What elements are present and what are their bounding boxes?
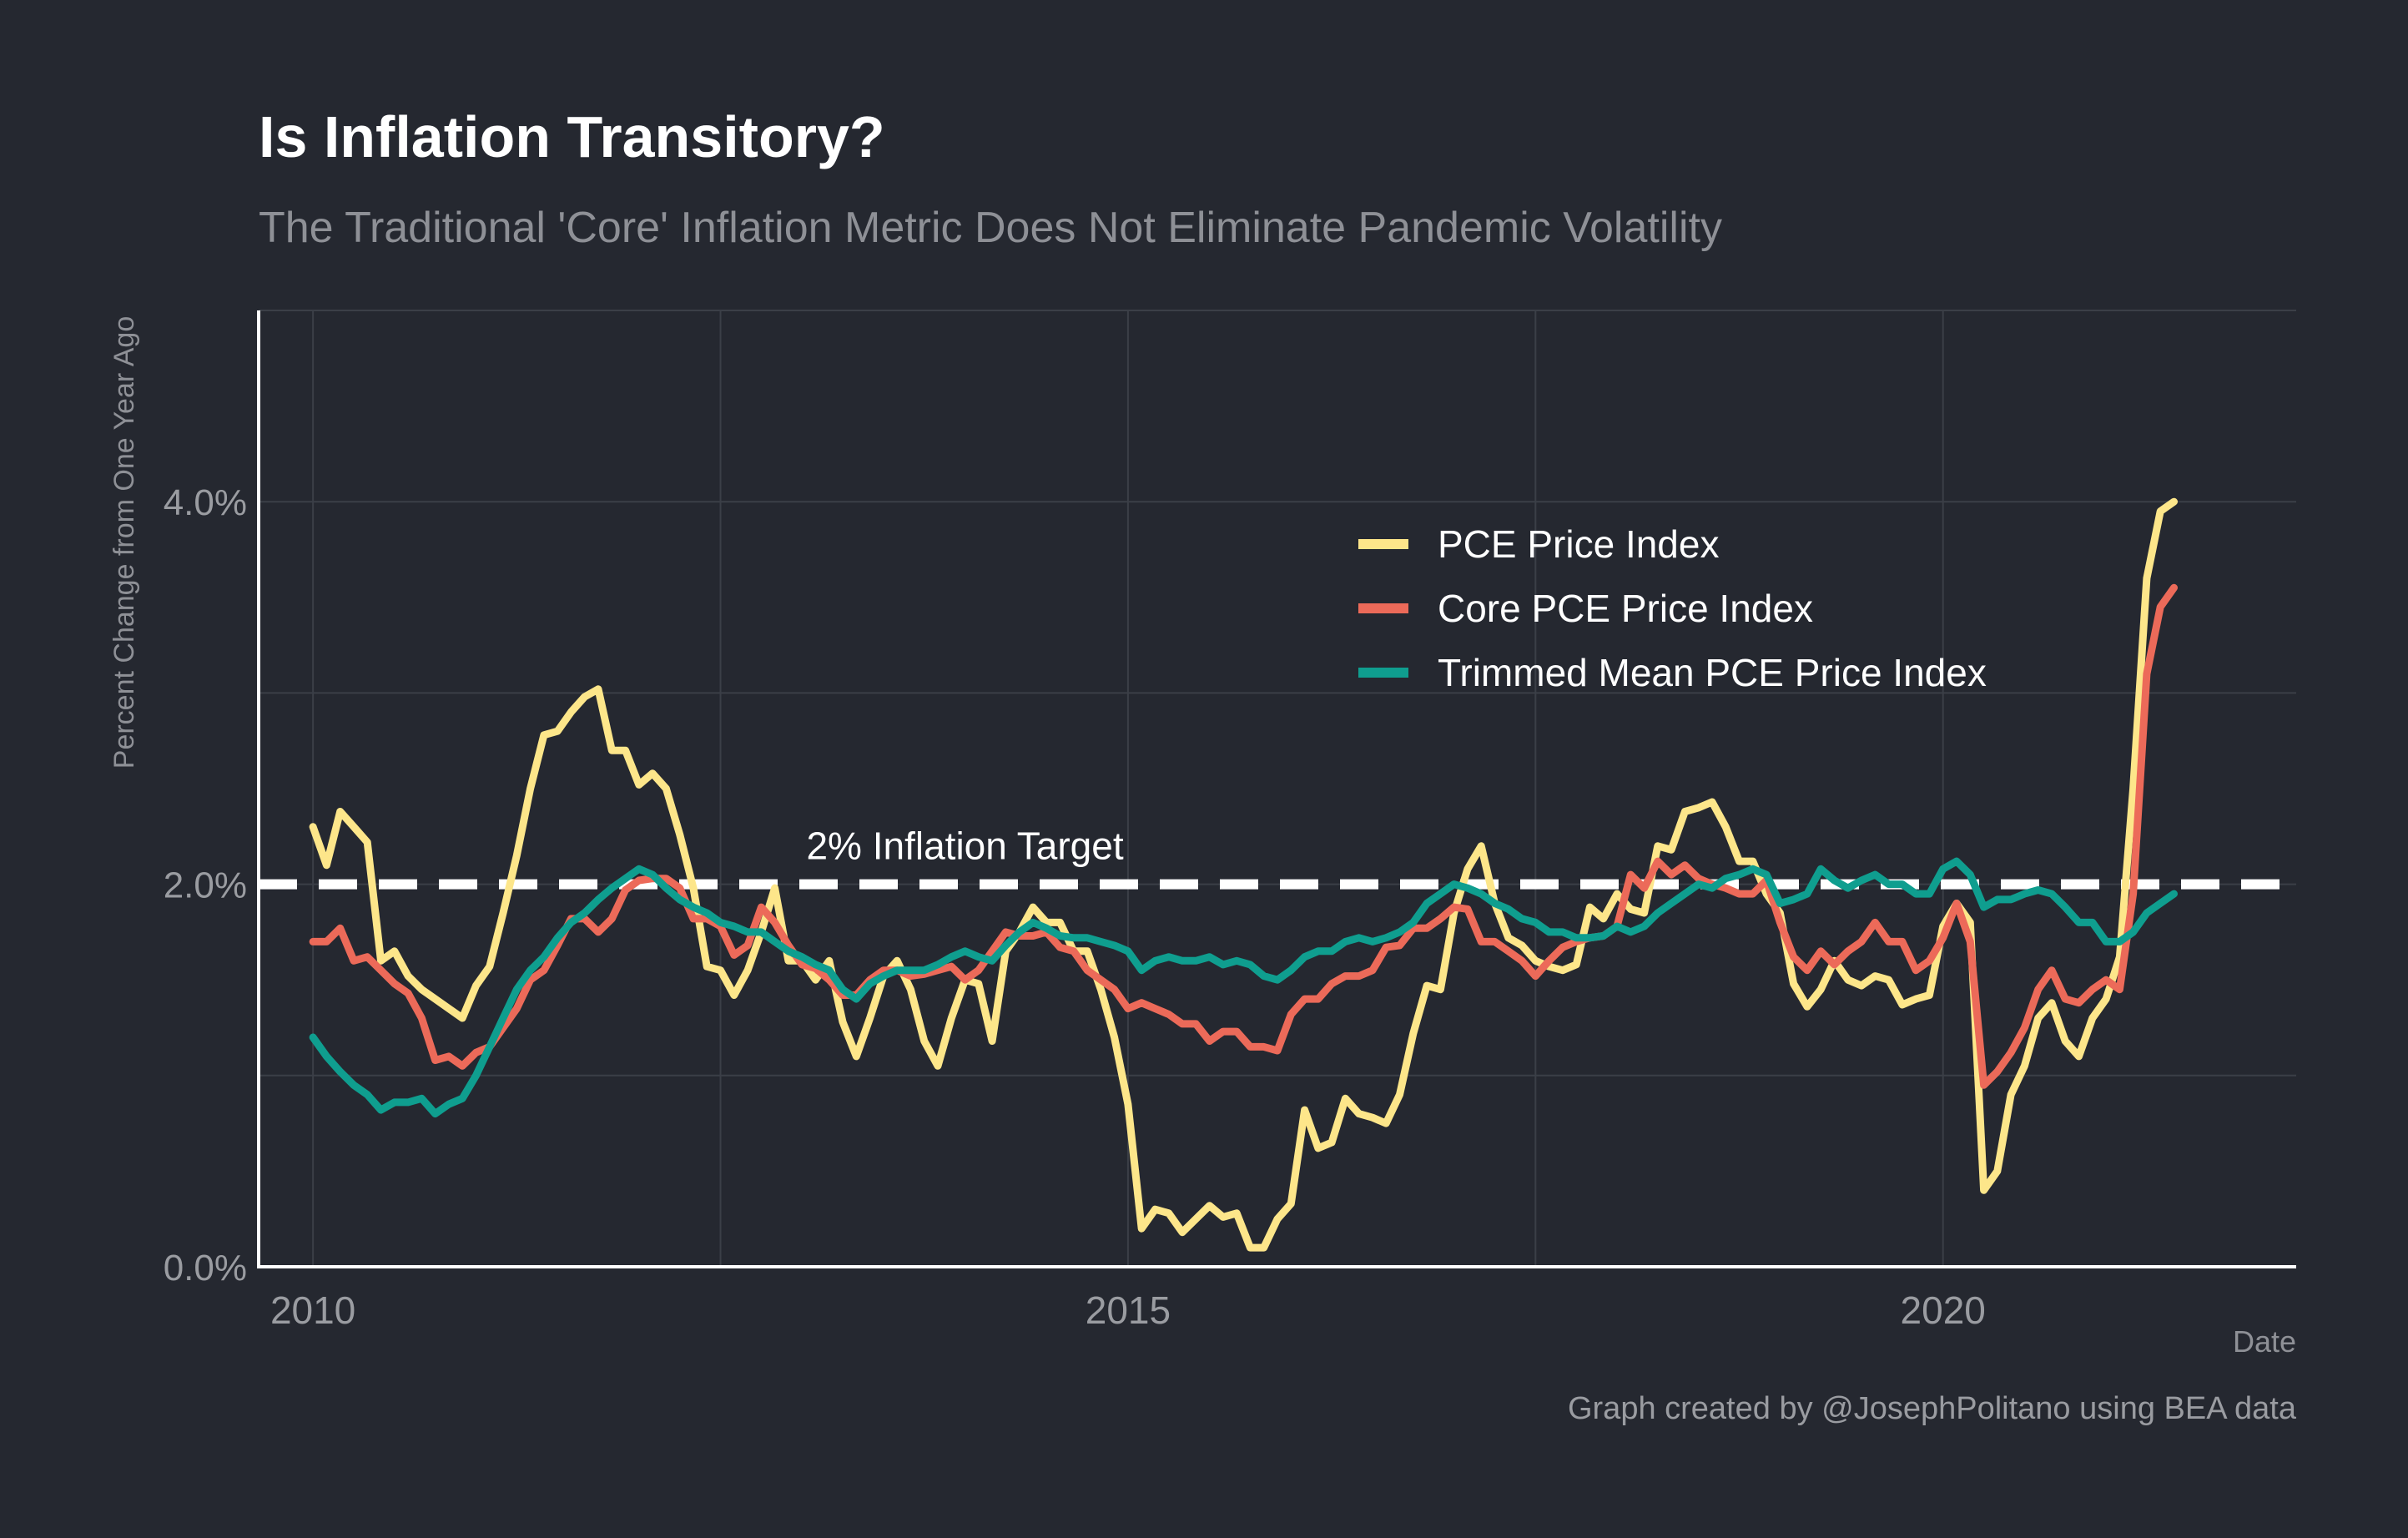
legend-label: Core PCE Price Index (1438, 587, 1813, 630)
x-axis-label: Date (2233, 1324, 2296, 1359)
x-tick-label: 2015 (1086, 1288, 1171, 1332)
y-tick-label: 2.0% (164, 865, 247, 906)
y-tick-label: 0.0% (164, 1248, 247, 1288)
series-line-2 (309, 583, 2178, 1089)
series-lines (309, 497, 2178, 1252)
legend-label: Trimmed Mean PCE Price Index (1438, 651, 1987, 694)
legend: PCE Price Index Core PCE Price Index Trimm… (1358, 522, 1987, 694)
caption: Graph created by @JosephPolitano using B… (1568, 1391, 2297, 1426)
x-tick-label: 2010 (270, 1288, 355, 1332)
y-axis-label: Percent Change from One Year Ago (108, 316, 140, 769)
y-tick-label: 4.0% (164, 482, 247, 523)
axes: 0.0% 2.0% 4.0% 2010 2015 2020 (164, 310, 2296, 1332)
chart-subtitle: The Traditional 'Core' Inflation Metric … (259, 204, 1722, 252)
series-line-1 (309, 497, 2178, 1252)
legend-label: PCE Price Index (1438, 522, 1719, 566)
chart-title: Is Inflation Transitory? (259, 104, 885, 169)
target-reference: 2% Inflation Target (259, 824, 2296, 890)
target-label: 2% Inflation Target (806, 824, 1123, 868)
x-tick-label: 2020 (1901, 1288, 1986, 1332)
series-line-3 (309, 857, 2178, 1118)
